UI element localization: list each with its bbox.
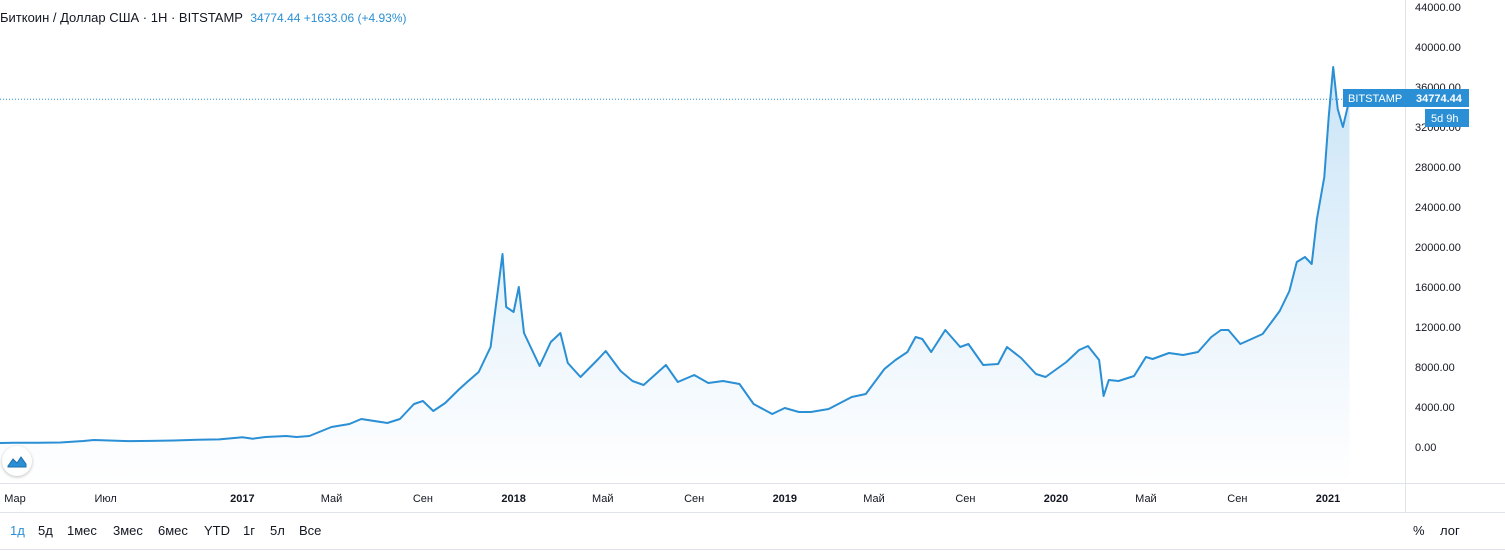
y-tick-label: 16000.00 <box>1415 282 1461 294</box>
price-area-fill <box>0 67 1350 483</box>
timeframe-5y-button[interactable]: 5л <box>270 523 285 538</box>
x-axis[interactable]: Мар Июл 2017 Май Сен 2018 Май Сен 2019 Май Сен 2020… <box>4 493 1340 505</box>
y-tick-label: 12000.00 <box>1415 322 1461 334</box>
timeframe-ytd-button[interactable]: YTD <box>204 523 230 538</box>
timeframe-all-button[interactable]: Все <box>299 523 322 538</box>
timeframe-1y-button[interactable]: 1г <box>243 523 255 538</box>
price-line <box>0 66 1351 444</box>
y-axis[interactable]: 44000.0040000.0036000.0032000.0028000.00… <box>1415 2 1461 454</box>
price-label-exchange: BITSTAMP <box>1348 93 1402 105</box>
log-scale-toggle[interactable]: лог <box>1440 523 1460 538</box>
x-tick-label: Сен <box>413 493 433 505</box>
timeframe-3m-button[interactable]: 3мес <box>113 523 143 538</box>
timeframe-5d-button[interactable]: 5д <box>38 523 53 538</box>
x-tick-label: 2018 <box>501 493 525 505</box>
x-tick-label: Сен <box>955 493 975 505</box>
y-tick-label: 0.00 <box>1415 442 1436 454</box>
timeframe-6m-button[interactable]: 6мес <box>158 523 188 538</box>
x-tick-label: Май <box>321 493 343 505</box>
symbol-legend[interactable]: Биткоин / Доллар США · 1Н · BITSTAMP 347… <box>0 10 407 25</box>
y-tick-label: 28000.00 <box>1415 162 1461 174</box>
x-tick-label: 2017 <box>230 493 254 505</box>
x-tick-label: Май <box>863 493 885 505</box>
symbol-title[interactable]: Биткоин / Доллар США · 1Н · BITSTAMP <box>0 10 243 25</box>
x-tick-label: 2021 <box>1316 493 1340 505</box>
percent-scale-toggle[interactable]: % <box>1413 523 1425 538</box>
x-tick-label: Сен <box>1227 493 1247 505</box>
x-tick-label: 2020 <box>1044 493 1068 505</box>
plot-area[interactable] <box>0 66 1405 483</box>
x-tick-label: Май <box>592 493 614 505</box>
x-tick-label: Июл <box>94 493 116 505</box>
timeframe-toolbar: 1д 5д 1мес 3мес 6мес YTD 1г 5л Все % лог <box>0 516 1505 546</box>
symbol-values: 34774.44 +1633.06 (+4.93%) <box>250 11 407 25</box>
timeframe-1m-button[interactable]: 1мес <box>67 523 97 538</box>
y-tick-label: 24000.00 <box>1415 202 1461 214</box>
bar-countdown: 5d 9h <box>1431 113 1459 125</box>
timeframe-1d-button[interactable]: 1д <box>10 523 25 538</box>
y-tick-label: 44000.00 <box>1415 2 1461 14</box>
y-tick-label: 4000.00 <box>1415 402 1455 414</box>
last-price-label: BITSTAMP 34774.44 5d 9h <box>1343 89 1469 127</box>
y-tick-label: 20000.00 <box>1415 242 1461 254</box>
x-tick-label: Сен <box>684 493 704 505</box>
x-tick-label: Май <box>1135 493 1157 505</box>
y-tick-label: 40000.00 <box>1415 42 1461 54</box>
tradingview-logo-icon[interactable] <box>2 446 32 476</box>
x-tick-label: Мар <box>4 493 26 505</box>
y-tick-label: 8000.00 <box>1415 362 1455 374</box>
x-tick-label: 2019 <box>773 493 797 505</box>
price-label-value: 34774.44 <box>1416 93 1463 105</box>
